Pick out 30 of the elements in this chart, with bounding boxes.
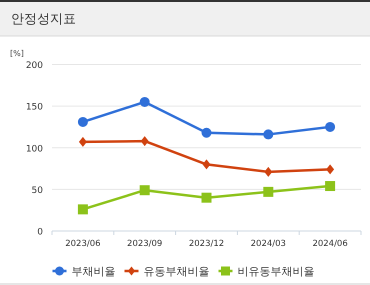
point <box>264 166 272 177</box>
point <box>202 192 212 203</box>
point <box>325 181 336 192</box>
point <box>202 159 210 170</box>
x-tick-label: 2023/09 <box>127 239 162 249</box>
legend-label: 비유동부채비율 <box>238 265 314 278</box>
x-tick-label: 2024/06 <box>312 239 348 249</box>
y-axis-title: [%] <box>10 49 24 58</box>
x-tick-label: 2024/03 <box>250 239 286 249</box>
point <box>78 136 87 147</box>
legend-label: 부채비율 <box>72 265 116 278</box>
point <box>140 96 150 107</box>
chart-title: 안정성지표 <box>11 11 76 26</box>
point <box>202 128 212 138</box>
y-tick-label: 50 <box>32 186 44 196</box>
point <box>140 185 150 196</box>
point <box>325 122 336 132</box>
x-tick-label: 2023/12 <box>188 239 224 249</box>
point <box>326 164 334 174</box>
point <box>263 186 274 197</box>
y-tick-label: 200 <box>26 61 44 71</box>
y-tick-label: 100 <box>26 144 44 154</box>
point <box>78 204 88 214</box>
x-tick-label: 2023/06 <box>65 239 101 249</box>
y-tick-label: 0 <box>37 228 44 238</box>
legend-label: 유동부채비율 <box>144 265 210 278</box>
y-tick-label: 150 <box>26 102 44 113</box>
point <box>140 136 149 146</box>
point <box>78 116 88 127</box>
point <box>263 129 274 140</box>
